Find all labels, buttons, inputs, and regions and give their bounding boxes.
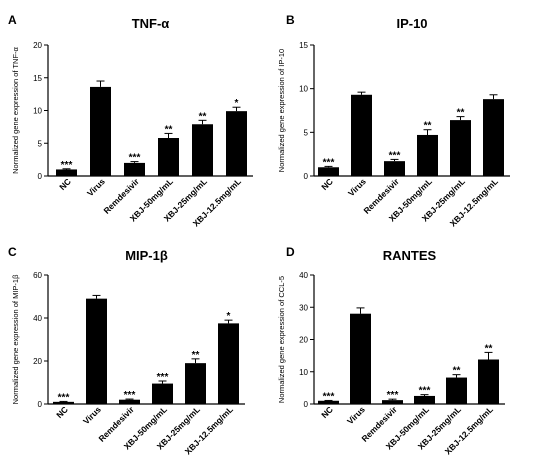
significance-marker: ** bbox=[165, 124, 173, 135]
y-axis-label: Normalized gene expression of TNF-α bbox=[11, 46, 20, 173]
significance-marker: ** bbox=[453, 366, 461, 377]
bar bbox=[318, 167, 339, 176]
bar bbox=[226, 111, 247, 176]
panel-A: A TNF-α Normalized gene expression of TNF-… bbox=[8, 13, 253, 229]
y-tick-label: 15 bbox=[299, 41, 308, 50]
chart-title: TNF-α bbox=[132, 16, 170, 31]
y-tick-label: 0 bbox=[38, 400, 43, 409]
y-axis-label: Normalized gene expression of MIP-1β bbox=[11, 274, 20, 404]
bar bbox=[417, 134, 438, 176]
bar bbox=[152, 383, 173, 404]
bar bbox=[218, 323, 239, 404]
significance-marker: ** bbox=[457, 108, 465, 119]
y-tick-label: 30 bbox=[299, 303, 308, 312]
y-tick-label: 10 bbox=[33, 107, 42, 116]
x-tick-label: Virus bbox=[345, 404, 367, 426]
x-tick-label: NC bbox=[54, 404, 70, 420]
bar bbox=[351, 94, 372, 176]
panel-letter: C bbox=[8, 245, 17, 259]
y-tick-label: 15 bbox=[33, 74, 42, 83]
bar bbox=[318, 400, 339, 404]
panel-B: B IP-10 Normalized gene expression of IP-1… bbox=[277, 13, 510, 229]
panel-C: C MIP-1β Normalized gene expression of MIP… bbox=[8, 245, 245, 457]
significance-marker: *** bbox=[323, 391, 335, 402]
significance-marker: * bbox=[227, 311, 231, 322]
chart-title: MIP-1β bbox=[125, 248, 168, 263]
y-tick-label: 5 bbox=[38, 139, 43, 148]
significance-marker: *** bbox=[419, 386, 431, 397]
y-tick-label: 20 bbox=[33, 41, 42, 50]
bar bbox=[478, 359, 499, 404]
y-tick-label: 40 bbox=[299, 271, 308, 280]
x-tick-label: NC bbox=[319, 404, 335, 420]
bar bbox=[53, 401, 74, 404]
x-tick-label: NC bbox=[57, 176, 73, 192]
chart-title: RANTES bbox=[383, 248, 437, 263]
y-tick-label: 0 bbox=[304, 400, 309, 409]
y-tick-label: 40 bbox=[33, 314, 42, 323]
chart-title: IP-10 bbox=[396, 16, 427, 31]
y-tick-label: 10 bbox=[299, 368, 308, 377]
y-tick-label: 60 bbox=[33, 271, 42, 280]
y-tick-label: 0 bbox=[38, 172, 43, 181]
y-tick-label: 10 bbox=[299, 85, 308, 94]
panel-D: D RANTES Normalized gene expression of CCL… bbox=[277, 245, 505, 457]
panel-letter: A bbox=[8, 13, 17, 27]
significance-marker: *** bbox=[157, 372, 169, 383]
significance-marker: *** bbox=[389, 150, 401, 161]
bar bbox=[90, 86, 111, 176]
significance-marker: ** bbox=[192, 350, 200, 361]
panel-letter: D bbox=[286, 245, 295, 259]
y-tick-label: 5 bbox=[304, 128, 309, 137]
significance-marker: ** bbox=[199, 111, 207, 122]
bar bbox=[185, 363, 206, 404]
significance-marker: *** bbox=[58, 392, 70, 403]
bar bbox=[158, 138, 179, 176]
y-axis-label: Normalized gene expression of CCL-5 bbox=[277, 276, 286, 403]
significance-marker: ** bbox=[485, 343, 493, 354]
x-tick-label: Virus bbox=[81, 404, 103, 426]
bar bbox=[384, 161, 405, 176]
significance-marker: *** bbox=[124, 390, 136, 401]
y-axis-label: Normalized gene expression of IP-10 bbox=[277, 49, 286, 172]
panel-letter: B bbox=[286, 13, 295, 27]
bar bbox=[86, 298, 107, 404]
significance-marker: *** bbox=[61, 160, 73, 171]
bar bbox=[483, 99, 504, 176]
bar bbox=[446, 377, 467, 404]
y-tick-label: 20 bbox=[33, 357, 42, 366]
significance-marker: *** bbox=[387, 390, 399, 401]
bar bbox=[56, 169, 77, 176]
significance-marker: * bbox=[235, 98, 239, 109]
significance-marker: *** bbox=[323, 157, 335, 168]
bar bbox=[450, 120, 471, 176]
y-tick-label: 20 bbox=[299, 336, 308, 345]
significance-marker: ** bbox=[424, 121, 432, 132]
bar bbox=[124, 162, 145, 176]
bar bbox=[382, 400, 403, 404]
bar bbox=[119, 399, 140, 404]
bar bbox=[414, 395, 435, 404]
x-tick-label: Virus bbox=[346, 176, 368, 198]
significance-marker: *** bbox=[129, 153, 141, 164]
x-tick-label: Virus bbox=[85, 176, 107, 198]
x-tick-label: NC bbox=[319, 176, 335, 192]
bar bbox=[192, 124, 213, 176]
y-tick-label: 0 bbox=[304, 172, 309, 181]
bar bbox=[350, 313, 371, 404]
